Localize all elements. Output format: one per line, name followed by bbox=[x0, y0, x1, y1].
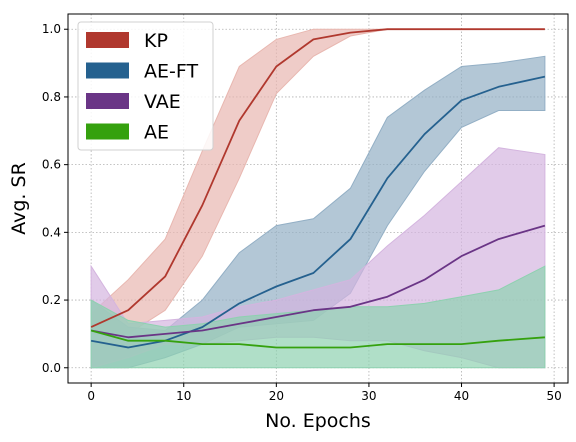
x-tick-label: 40 bbox=[454, 389, 469, 403]
x-tick-label: 10 bbox=[176, 389, 191, 403]
legend-swatch-ae-ft bbox=[86, 62, 129, 79]
legend-box bbox=[77, 21, 214, 151]
y-tick-label: 0.6 bbox=[42, 158, 61, 172]
x-tick-label: 30 bbox=[361, 389, 376, 403]
x-tick-label: 20 bbox=[269, 389, 284, 403]
kp-line bbox=[90, 28, 545, 328]
legend-swatch-ae bbox=[86, 123, 129, 140]
series-lines bbox=[90, 28, 546, 349]
x-axis-label: No. Epochs bbox=[265, 410, 371, 432]
legend-label-kp: KP bbox=[144, 30, 168, 52]
ae-line bbox=[90, 329, 545, 349]
ae-band bbox=[90, 265, 546, 369]
legend-label-ae-ft: AE-FT bbox=[144, 61, 198, 83]
y-tick-label: 0.0 bbox=[42, 361, 61, 375]
legend-label-vae: VAE bbox=[144, 91, 181, 113]
y-tick-label: 0.2 bbox=[42, 293, 61, 307]
legend: KP AE-FT VAE AE bbox=[77, 21, 214, 151]
y-axis-label: Avg. SR bbox=[8, 162, 30, 235]
legend-swatch-kp bbox=[86, 32, 129, 48]
y-tick-label: 0.4 bbox=[42, 225, 61, 239]
x-tick-label: 50 bbox=[546, 389, 561, 403]
vae-line bbox=[90, 224, 546, 339]
y-tick-label: 0.8 bbox=[42, 90, 61, 104]
y-axis-ticks: 0.0 0.2 0.4 0.6 0.8 1.0 bbox=[42, 22, 68, 375]
legend-label-ae: AE bbox=[144, 122, 169, 144]
x-tick-label: 0 bbox=[87, 389, 95, 403]
y-tick-label: 1.0 bbox=[42, 22, 61, 36]
plot-frame bbox=[67, 13, 569, 384]
legend-swatch-vae bbox=[86, 93, 129, 109]
x-axis-ticks: 0 10 20 30 40 50 bbox=[87, 383, 562, 403]
